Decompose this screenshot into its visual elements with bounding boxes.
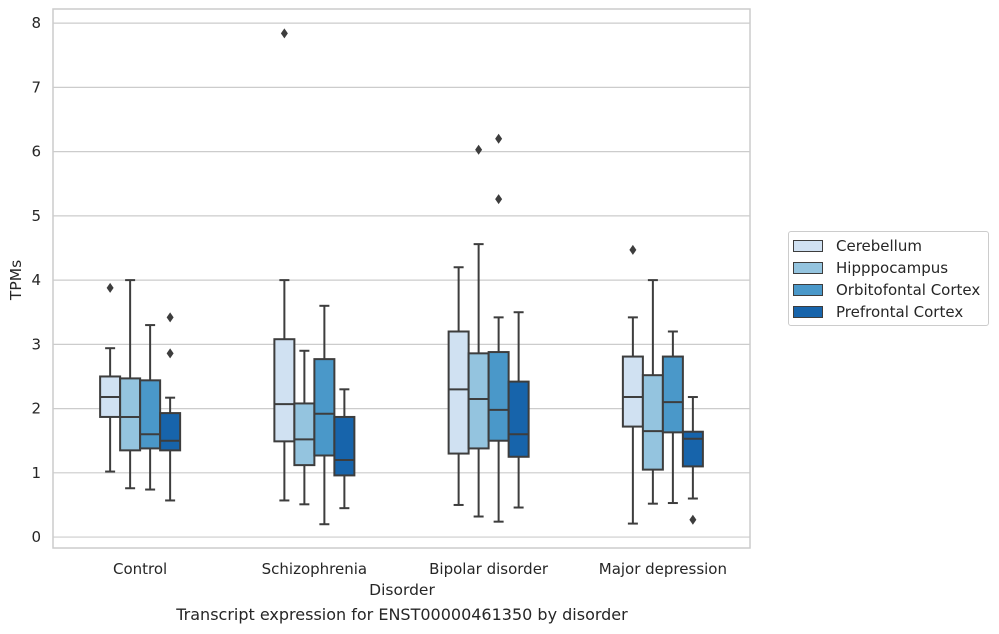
tick-labels: 0 1 2 3 4 5 6 7 8 Control Schizophrenia Bipolar dis… [31, 14, 727, 578]
legend-item-cerebellum: Cerebellum [793, 236, 922, 256]
outlier-prefrontal-cortex-control-1 [166, 348, 174, 359]
outlier-orbitofontal-cortex-bipolar-disorder-0 [495, 133, 503, 144]
outlier-cerebellum-major-depression-0 [629, 244, 637, 255]
box-cerebellum-schizophrenia [273, 28, 296, 502]
box-prefrontal-cortex-schizophrenia [333, 388, 356, 510]
x-tick-label-major-depression: Major depression [599, 560, 727, 578]
y-tick-label-1: 1 [31, 464, 41, 482]
legend: Cerebellum Hipppocampus Orbitofontal Cor… [788, 231, 989, 326]
box-prefrontal-cortex-control [159, 312, 182, 502]
box-prefrontal-cortex-bipolar-disorder [507, 311, 530, 509]
legend-item-hipppocampus: Hipppocampus [793, 258, 948, 278]
box-orbitofontal-cortex-schizophrenia [313, 304, 336, 526]
box-body-cerebellum-schizophrenia [273, 338, 296, 443]
legend-label-hipppocampus: Hipppocampus [836, 259, 949, 277]
box-hipppocampus-schizophrenia [293, 349, 316, 506]
box-hipppocampus-major-depression [641, 279, 664, 505]
legend-swatch-prefrontal-cortex [793, 306, 823, 318]
outlier-orbitofontal-cortex-bipolar-disorder-1 [495, 194, 503, 205]
box-body-prefrontal-cortex-major-depression [681, 430, 704, 468]
y-tick-label-7: 7 [31, 78, 41, 96]
plot-frame [52, 8, 751, 549]
legend-swatch-orbitofontal-cortex [793, 284, 823, 296]
box-body-orbitofontal-cortex-bipolar-disorder [487, 351, 510, 442]
y-tick-label-2: 2 [31, 400, 41, 418]
box-orbitofontal-cortex-control [139, 324, 162, 491]
box-body-cerebellum-major-depression [621, 355, 644, 428]
chart-title: Transcript expression for ENST0000046135… [176, 605, 628, 624]
outlier-prefrontal-cortex-control-0 [166, 312, 174, 323]
y-axis-label: TPMs [7, 260, 25, 301]
box-body-hipppocampus-schizophrenia [293, 402, 316, 467]
outlier-prefrontal-cortex-major-depression-0 [689, 514, 697, 525]
x-tick-label-schizophrenia: Schizophrenia [262, 560, 367, 578]
box-cerebellum-control [99, 282, 122, 473]
plot-border [52, 8, 751, 549]
x-axis-label: Disorder [369, 581, 435, 599]
box-body-orbitofontal-cortex-major-depression [661, 355, 684, 434]
outlier-cerebellum-schizophrenia-0 [280, 28, 288, 39]
box-body-hipppocampus-major-depression [641, 374, 664, 471]
y-tick-label-4: 4 [31, 271, 41, 289]
legend-label-prefrontal-cortex: Prefrontal Cortex [836, 303, 964, 321]
y-tick-label-3: 3 [31, 335, 41, 353]
box-hipppocampus-control [119, 279, 142, 490]
box-body-orbitofontal-cortex-schizophrenia [313, 358, 336, 457]
y-tick-label-8: 8 [31, 14, 41, 32]
box-body-hipppocampus-bipolar-disorder [467, 352, 490, 450]
legend-item-prefrontal-cortex: Prefrontal Cortex [793, 302, 963, 322]
legend-swatch-cerebellum [793, 240, 823, 252]
box-orbitofontal-cortex-bipolar-disorder [487, 133, 510, 523]
outlier-hipppocampus-bipolar-disorder-0 [475, 144, 483, 155]
box-body-prefrontal-cortex-bipolar-disorder [507, 380, 530, 458]
box-body-orbitofontal-cortex-control [139, 379, 162, 450]
legend-label-cerebellum: Cerebellum [836, 237, 922, 255]
legend-label-orbitofontal-cortex: Orbitofontal Cortex [836, 281, 981, 299]
legend-swatch-hipppocampus [793, 262, 823, 274]
outlier-cerebellum-control-0 [106, 282, 114, 293]
box-series [99, 28, 704, 526]
x-tick-label-control: Control [113, 560, 167, 578]
box-hipppocampus-bipolar-disorder [467, 144, 490, 518]
box-cerebellum-bipolar-disorder [447, 266, 470, 506]
box-body-cerebellum-bipolar-disorder [447, 330, 470, 455]
box-body-hipppocampus-control [119, 377, 142, 452]
box-cerebellum-major-depression [621, 244, 644, 525]
legend-item-orbitofontal-cortex: Orbitofontal Cortex [793, 280, 980, 300]
y-tick-label-0: 0 [31, 528, 41, 546]
box-body-prefrontal-cortex-control [159, 412, 182, 452]
box-body-prefrontal-cortex-schizophrenia [333, 415, 356, 477]
y-tick-label-5: 5 [31, 207, 41, 225]
box-prefrontal-cortex-major-depression [681, 396, 704, 525]
box-orbitofontal-cortex-major-depression [661, 330, 684, 505]
x-tick-label-bipolar-disorder: Bipolar disorder [429, 560, 549, 578]
y-tick-label-6: 6 [31, 143, 41, 161]
